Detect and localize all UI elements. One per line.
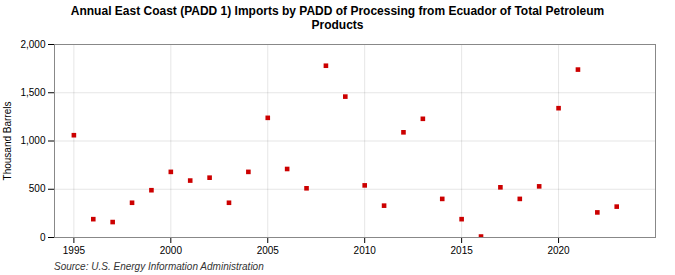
- svg-text:1995: 1995: [63, 245, 86, 256]
- html-text:Annual East Coast (PADD 1) Imp: Annual East Coast (PADD 1) Imports by PA…: [70, 4, 605, 32]
- svg-text:2015: 2015: [451, 245, 474, 256]
- svg-text:2000: 2000: [160, 245, 183, 256]
- svg-text:1,500: 1,500: [20, 87, 45, 98]
- svg-text:2010: 2010: [354, 245, 377, 256]
- svg-text:0: 0: [40, 232, 46, 243]
- svg-text:2,000: 2,000: [20, 39, 45, 50]
- svg-text:500: 500: [29, 183, 46, 194]
- html-text:Source: U.S. Energy Informatio: Source: U.S. Energy Information Administ…: [54, 261, 264, 272]
- svg-text:Thousand Barrels: Thousand Barrels: [2, 102, 13, 181]
- svg-text:2005: 2005: [257, 245, 280, 256]
- svg-text:2020: 2020: [547, 245, 570, 256]
- svg-text:1,000: 1,000: [20, 135, 45, 146]
